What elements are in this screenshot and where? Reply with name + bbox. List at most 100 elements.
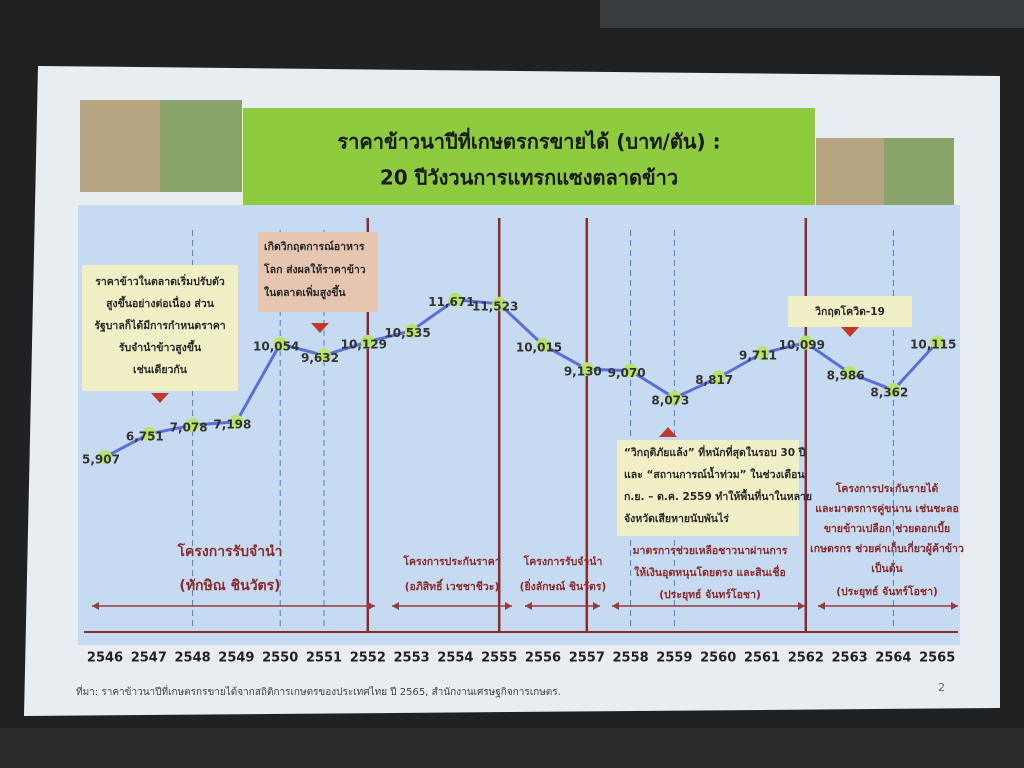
x-tick-label: 2551 <box>306 651 342 666</box>
annotation-arrow <box>151 393 169 403</box>
x-tick-label: 2556 <box>525 651 561 666</box>
x-tick-label: 2559 <box>656 651 692 666</box>
annotation-arrow <box>659 427 677 437</box>
data-label: 8,986 <box>827 369 865 383</box>
point <box>185 418 200 433</box>
point <box>492 296 507 311</box>
data-label: 6,751 <box>126 430 164 444</box>
annotation-text: เช่นเดียวกัน <box>133 363 188 376</box>
period-label: โครงการประกันรายได้ <box>835 482 939 495</box>
point <box>842 366 857 381</box>
x-tick-label: 2549 <box>218 651 254 666</box>
data-label: 8,073 <box>651 393 689 407</box>
x-tick-label: 2564 <box>875 651 911 666</box>
x-tick-label: 2565 <box>919 651 955 666</box>
arrow-head <box>505 602 512 610</box>
data-label: 11,523 <box>472 299 518 313</box>
data-label: 7,078 <box>170 421 208 435</box>
annotation-text: วิกฤตโควิด-19 <box>814 305 885 318</box>
annotation-text: ในตลาดเพิ่มสูงขึ้น <box>264 284 346 300</box>
data-label: 8,362 <box>870 386 908 400</box>
period-label: (ทักษิณ ชินวัตร) <box>179 578 280 594</box>
annotation-text: จังหวัดเสียหายนับพันไร่ <box>624 512 729 525</box>
floor-edge <box>0 728 1024 768</box>
annotation-text: ราคาข้าวในตลาดเริ่มปรับตัว <box>95 273 225 288</box>
point <box>141 427 156 442</box>
annotation-box <box>788 296 912 327</box>
x-tick-label: 2546 <box>87 651 123 666</box>
arrow-head <box>593 602 600 610</box>
annotation-text: สูงขึ้นอย่างต่อเนื่อง ส่วน <box>106 295 215 311</box>
chart: ราคาข้าวนาปีที่เกษตรกรขายได้ (บาท/ตัน) :… <box>76 127 964 699</box>
point <box>667 390 682 405</box>
point <box>317 348 331 363</box>
x-tick-label: 2557 <box>569 651 605 666</box>
x-tick-label: 2563 <box>832 651 868 666</box>
point <box>360 334 375 349</box>
data-label: 10,535 <box>384 326 430 340</box>
point <box>273 336 288 351</box>
period-label: เป็นต้น <box>871 561 903 575</box>
point <box>579 362 594 377</box>
point <box>536 337 550 352</box>
ceiling <box>600 0 1024 28</box>
arrow-head <box>525 602 532 610</box>
x-tick-label: 2548 <box>175 651 211 666</box>
annotation-text: โลก ส่งผลให้ราคาข้าว <box>263 262 366 276</box>
data-label: 10,115 <box>910 338 956 352</box>
annotation-text: เกิดวิกฤตการณ์อาหาร <box>264 240 365 253</box>
period-label: (ประยุทธ์ จันทร์โอชา) <box>659 588 761 602</box>
chart-title: 20 ปีวังวนการแทรกแซงตลาดข้าว <box>380 166 678 190</box>
header-band <box>243 108 815 218</box>
annotation-text: รับจำนำข้าวสูงขึ้น <box>119 339 202 355</box>
arrow-head <box>92 602 99 610</box>
period-label: (ยิ่งลักษณ์ ชินวัตร) <box>520 578 607 593</box>
data-label: 5,907 <box>82 453 120 467</box>
period-label: ให้เงินอุดหนุนโดยตรง และสินเชื่อ <box>634 564 786 580</box>
arrow-head <box>818 602 825 610</box>
arrow-head <box>951 602 958 610</box>
point <box>930 335 945 350</box>
data-label: 9,711 <box>739 349 777 363</box>
data-label: 10,099 <box>779 338 825 352</box>
data-label: 10,015 <box>516 340 562 354</box>
arrow-head <box>612 602 619 610</box>
point <box>448 292 463 307</box>
point <box>623 363 638 378</box>
point <box>798 335 813 350</box>
annotation-arrow <box>841 327 859 337</box>
x-tick-label: 2547 <box>131 651 167 666</box>
period-label: โครงการประกันราคา <box>402 555 500 568</box>
period-label: โครงการรับจำนำ <box>523 555 603 568</box>
x-tick-label: 2561 <box>744 651 780 666</box>
line <box>104 298 939 459</box>
annotation-text: “วิกฤติภัยแล้ง” ที่หนักที่สุดในรอบ 30 ปี <box>624 444 806 460</box>
data-label: 9,632 <box>301 351 339 365</box>
data-label: 9,130 <box>564 365 602 379</box>
annotation-box <box>258 232 378 312</box>
data-label: 10,054 <box>253 339 299 353</box>
point <box>711 370 726 385</box>
data-label: 9,070 <box>608 366 646 380</box>
annotation-box <box>617 440 799 536</box>
annotation-arrow <box>311 323 329 333</box>
page-number: 2 <box>938 681 945 694</box>
period-label: โครงการรับจำนำ <box>177 542 283 560</box>
x-tick-label: 2562 <box>788 651 824 666</box>
point <box>98 450 112 465</box>
chart-title: ราคาข้าวนาปีที่เกษตรกรขายได้ (บาท/ตัน) : <box>337 127 720 154</box>
period-label: (ประยุทธ์ จันทร์โอชา) <box>836 585 938 599</box>
photo-left-hand <box>80 100 160 192</box>
period-label: มาตรการช่วยเหลือชาวนาผ่านการ <box>633 544 788 557</box>
period-label: ขายข้าวเปลือก ช่วยดอกเบี้ย <box>824 520 950 535</box>
arrow-head <box>798 602 805 610</box>
x-tick-label: 2555 <box>481 651 517 666</box>
x-tick-label: 2554 <box>437 651 473 666</box>
point <box>404 323 419 338</box>
data-label: 8,817 <box>695 373 733 387</box>
period-label: (อภิสิทธิ์ เวชชาชีวะ) <box>405 578 500 593</box>
source-note: ที่มา: ราคาข้าวนาปีที่เกษตรกรขายได้จากสถ… <box>76 684 561 698</box>
annotation-text: ก.ย. – ต.ค. 2559 ทำให้พื้นที่นาในหลาย <box>624 488 812 503</box>
